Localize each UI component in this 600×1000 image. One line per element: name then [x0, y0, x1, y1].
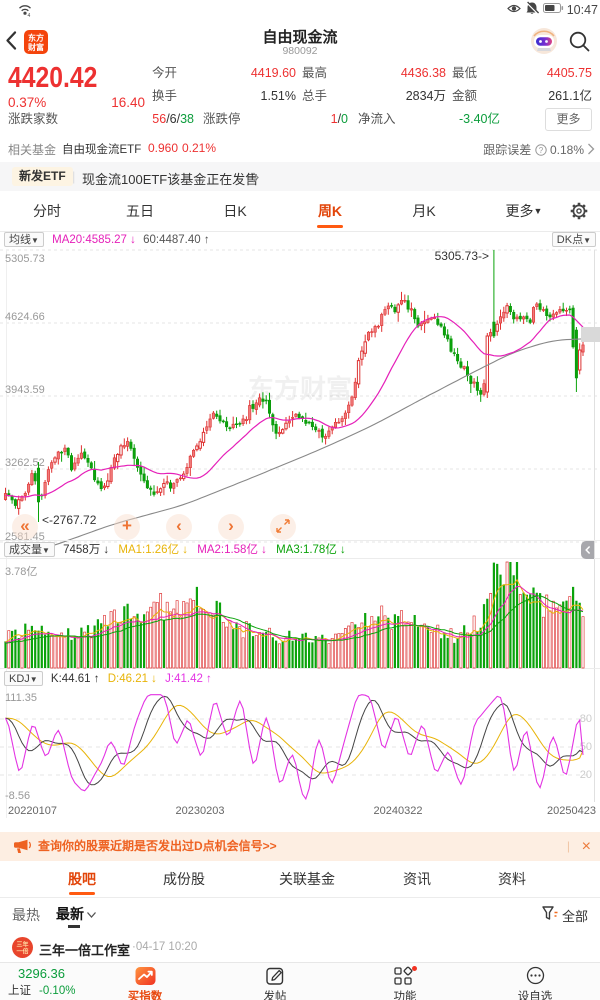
svg-text:3262.52: 3262.52	[5, 457, 45, 469]
svg-text:东方: 东方	[28, 33, 44, 43]
svg-text:3.78亿: 3.78亿	[5, 565, 37, 578]
svg-text:20240322: 20240322	[374, 805, 423, 817]
svg-text:东方财富: 东方财富	[248, 374, 352, 404]
svg-text:?: ?	[538, 146, 543, 155]
svg-text:5305.73: 5305.73	[5, 253, 45, 265]
svg-text:3943.59: 3943.59	[5, 384, 45, 396]
svg-text:4: 4	[28, 13, 31, 19]
svg-text:4624.66: 4624.66	[5, 311, 45, 323]
svg-text:一倍: 一倍	[16, 948, 28, 956]
svg-text:三年: 三年	[16, 941, 28, 949]
svg-text:20230203: 20230203	[176, 805, 225, 817]
svg-text:20: 20	[580, 769, 592, 781]
svg-text:20250423: 20250423	[547, 805, 596, 817]
svg-text:20220107: 20220107	[8, 805, 57, 817]
svg-text:50: 50	[580, 741, 592, 753]
svg-text:5305.73->: 5305.73->	[435, 249, 489, 263]
svg-text:财富: 财富	[27, 42, 44, 52]
svg-text:<-2767.72: <-2767.72	[42, 513, 97, 527]
svg-text:111.35: 111.35	[5, 692, 37, 704]
svg-text:-8.56: -8.56	[5, 790, 30, 802]
svg-text:80: 80	[580, 713, 592, 725]
